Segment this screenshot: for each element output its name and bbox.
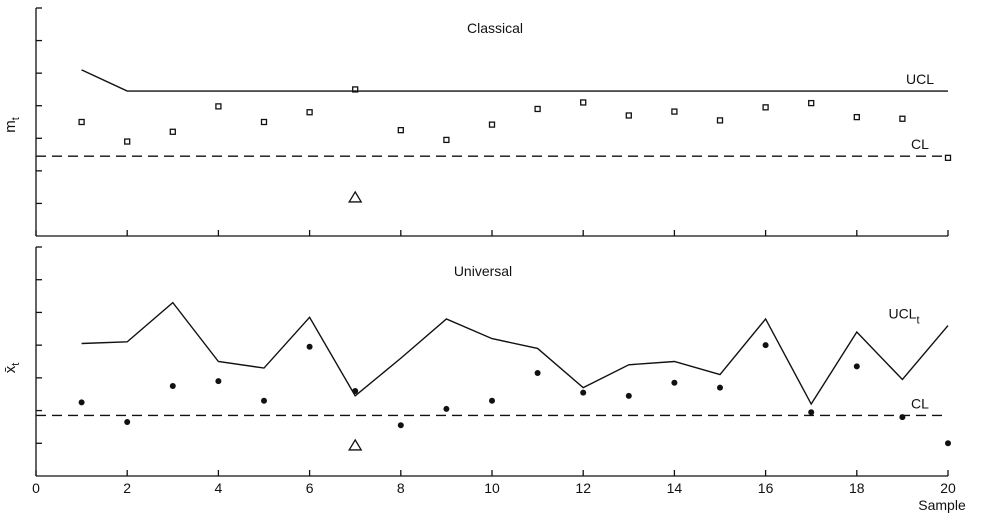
universal-data-point [717,384,723,391]
universal-data-point [580,389,587,396]
universal-data-point [853,363,860,370]
x-tick-label: 20 [940,480,956,496]
classical-data-point [260,118,268,126]
x-tick-label: 10 [484,480,500,496]
classical-data-point [808,99,815,107]
universal-data-point [124,419,131,426]
classical-data-point [443,136,450,144]
universal-data-point [78,399,85,406]
universal-title: Universal [454,263,512,279]
classical-data-point [762,104,769,111]
classical-ucl-line [81,69,948,92]
universal-data-point [306,343,313,350]
universal-y-label-sub: t [10,363,22,366]
universal-data-point [397,422,404,429]
classical-axes [35,7,949,237]
x-tick-label: 16 [758,480,774,496]
classical-data-point [671,108,678,115]
classical-cl-label: CL [911,136,929,152]
universal-panel: Universal x̄t Sample 0 2 4 6 8 10 12 14 16 18 20 UC… [2,246,966,513]
classical-y-label-sub: t [10,117,22,120]
classical-data-point [352,86,359,93]
x-axis-label: Sample [918,497,966,513]
universal-data-point [489,397,495,404]
universal-data-point [945,440,951,447]
x-tick-label: 6 [306,480,314,496]
universal-data-point [261,397,267,404]
universal-ucl-line [81,301,949,406]
x-tick-label: 8 [397,480,405,496]
universal-data-point [215,378,222,385]
universal-uclt-label: UCLt [888,306,919,327]
classical-y-label-main: m [2,120,19,133]
classical-data-point [534,105,541,113]
x-tick-label: 4 [215,480,223,496]
universal-signal-triangle [348,438,363,451]
classical-data-point [306,109,313,116]
universal-data-point [352,387,359,394]
universal-axes [35,246,949,477]
universal-data-point [808,409,815,416]
classical-data-point [397,126,404,134]
universal-data-point [762,342,769,349]
universal-data-point [169,383,176,390]
x-tick-label: 12 [575,480,591,496]
classical-data-point [169,128,176,135]
classical-title: Classical [467,20,523,36]
classical-y-label: mt [2,117,22,133]
universal-data-point [534,369,541,376]
classical-data-point [124,138,131,145]
universal-data-point [671,379,678,386]
classical-signal-triangle [348,190,363,203]
classical-ucl-label: UCL [906,71,934,87]
x-tick-label: 18 [849,480,865,496]
x-tick-label: 2 [123,480,131,496]
classical-data-point [716,117,724,124]
universal-data-point [625,392,632,399]
classical-data-point [215,103,222,110]
universal-cl-label: CL [911,395,929,411]
classical-data-point [488,121,496,128]
classical-data-point [625,112,632,119]
classical-data-point [944,154,952,161]
classical-data-point [899,115,906,122]
universal-y-label-main: x̄ [2,365,19,373]
universal-data-point [899,414,906,421]
classical-panel: Classical mt UCL CL [2,7,952,237]
classical-data-point [580,99,587,106]
universal-y-label: x̄t [2,363,22,374]
x-tick-label: 14 [667,480,683,496]
x-tick-label: 0 [32,480,40,496]
classical-data-point [853,113,860,121]
universal-data-point [443,405,450,412]
classical-data-point [78,118,85,126]
